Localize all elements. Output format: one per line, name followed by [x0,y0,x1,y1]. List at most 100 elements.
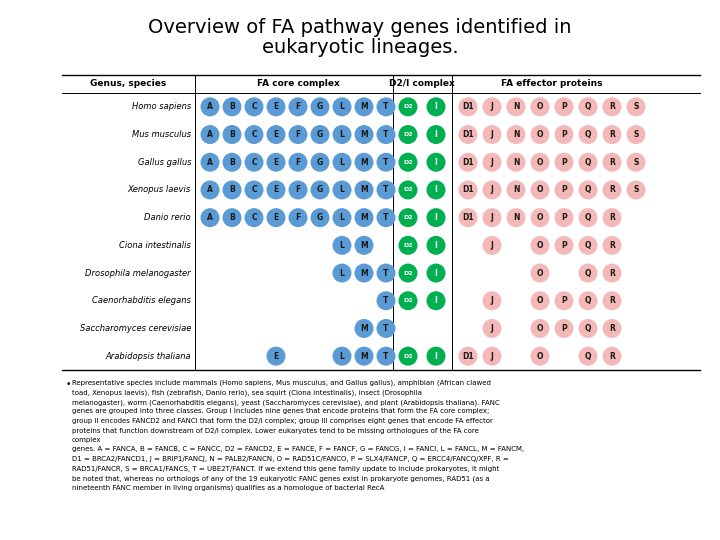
Text: C: C [251,130,257,139]
Text: R: R [609,296,615,305]
Circle shape [245,208,264,227]
Circle shape [603,291,621,310]
Text: O: O [536,352,544,361]
Circle shape [377,264,395,282]
Text: Xenopus laevis: Xenopus laevis [127,185,191,194]
Circle shape [506,153,526,172]
Text: T: T [383,130,389,139]
Text: O: O [536,324,544,333]
Text: D1 = BRCA2/FANCD1, J = BRIP1/FANCJ, N = PALB2/FANCN, O = RAD51C/FANCO, P = SLX4/: D1 = BRCA2/FANCD1, J = BRIP1/FANCJ, N = … [72,456,509,462]
Text: L: L [340,241,344,250]
Text: D2: D2 [403,354,413,359]
Text: D2: D2 [403,104,413,109]
Text: B: B [229,130,235,139]
Circle shape [531,180,549,199]
Circle shape [222,125,241,144]
Circle shape [531,264,549,282]
Text: C: C [251,185,257,194]
Text: P: P [561,296,567,305]
Text: A: A [207,185,213,194]
Text: FA core complex: FA core complex [256,79,339,89]
Text: Homo sapiens: Homo sapiens [132,103,191,111]
Text: Mus musculus: Mus musculus [132,130,191,139]
Text: A: A [207,130,213,139]
Text: F: F [295,103,301,111]
Text: Arabidopsis thaliana: Arabidopsis thaliana [105,352,191,361]
Text: B: B [229,158,235,167]
Circle shape [200,125,220,144]
Circle shape [626,97,646,116]
Text: T: T [383,213,389,222]
Text: T: T [383,103,389,111]
Text: Gallus gallus: Gallus gallus [138,158,191,167]
Text: M: M [360,158,368,167]
Text: J: J [490,324,493,333]
Circle shape [482,236,502,255]
Circle shape [266,125,286,144]
Circle shape [266,180,286,199]
Text: R: R [609,158,615,167]
Text: G: G [317,103,323,111]
Text: O: O [536,268,544,278]
Circle shape [310,153,330,172]
Circle shape [554,97,574,116]
Text: C: C [251,158,257,167]
Text: Q: Q [585,296,591,305]
Text: O: O [536,130,544,139]
Text: Q: Q [585,268,591,278]
Text: E: E [274,213,279,222]
Circle shape [554,180,574,199]
Text: M: M [360,103,368,111]
Circle shape [266,208,286,227]
Circle shape [377,319,395,338]
Circle shape [354,236,374,255]
Text: Q: Q [585,103,591,111]
Circle shape [506,208,526,227]
Circle shape [459,125,477,144]
Text: L: L [340,103,344,111]
Circle shape [398,180,418,199]
Text: P: P [561,185,567,194]
Text: P: P [561,324,567,333]
Text: Q: Q [585,352,591,361]
Circle shape [398,291,418,310]
Text: O: O [536,213,544,222]
Circle shape [482,208,502,227]
Text: B: B [229,213,235,222]
Text: Q: Q [585,241,591,250]
Text: Genus, species: Genus, species [91,79,166,89]
Circle shape [426,236,446,255]
Text: S: S [634,130,639,139]
Text: I: I [435,268,438,278]
Text: M: M [360,130,368,139]
Circle shape [333,236,351,255]
Text: N: N [513,185,519,194]
Circle shape [333,347,351,366]
Circle shape [603,180,621,199]
Text: D2: D2 [403,271,413,275]
Circle shape [377,291,395,310]
Circle shape [354,264,374,282]
Text: RAD51/FANCR, S = BRCA1/FANCS, T = UBE2T/FANCT. If we extend this gene family upd: RAD51/FANCR, S = BRCA1/FANCS, T = UBE2T/… [72,465,500,471]
Circle shape [354,208,374,227]
Text: T: T [383,352,389,361]
Circle shape [482,347,502,366]
Circle shape [554,291,574,310]
Circle shape [531,153,549,172]
Text: nineteenth FANC member in living organisms) qualifies as a homologue of bacteria: nineteenth FANC member in living organis… [72,484,384,491]
Circle shape [426,264,446,282]
Circle shape [398,153,418,172]
Text: R: R [609,185,615,194]
Text: F: F [295,213,301,222]
Circle shape [333,153,351,172]
Text: M: M [360,352,368,361]
Circle shape [289,125,307,144]
Circle shape [245,180,264,199]
Text: A: A [207,103,213,111]
Text: F: F [295,130,301,139]
Text: Q: Q [585,185,591,194]
Text: R: R [609,103,615,111]
Circle shape [578,291,598,310]
Text: J: J [490,158,493,167]
Text: Ciona intestinalis: Ciona intestinalis [119,241,191,250]
